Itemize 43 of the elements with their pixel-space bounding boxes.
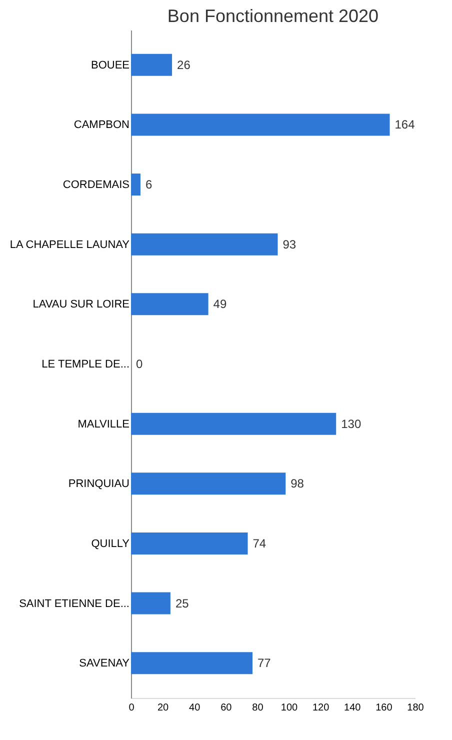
bar: [131, 114, 390, 136]
data-label: 77: [257, 656, 272, 670]
x-tick-label: 60: [220, 702, 232, 714]
data-label: 25: [175, 596, 190, 610]
data-label: 130: [341, 416, 362, 431]
data-label: 164: [394, 118, 416, 132]
y-tick-label: BOUEE: [90, 59, 130, 72]
bar: [131, 293, 208, 316]
y-tick-label: LAVAU SUR LOIRE: [32, 298, 130, 311]
data-label: 6: [145, 178, 152, 192]
bar: [131, 652, 252, 674]
bar: [131, 472, 286, 495]
bar: [131, 532, 248, 554]
y-tick-label: CORDEMAIS: [62, 179, 130, 192]
y-tick-label: MALVILLE: [78, 418, 130, 430]
bar: [131, 174, 140, 196]
x-tick-label: 120: [312, 702, 330, 714]
y-tick-label: SAVENAY: [79, 658, 130, 670]
x-tick-label: 0: [128, 702, 135, 714]
bar: [131, 412, 336, 435]
x-tick-label: 20: [157, 702, 170, 714]
x-tick-label: 140: [344, 702, 362, 714]
x-tick-label: 180: [407, 702, 424, 714]
data-label: 26: [177, 58, 191, 72]
data-label: 93: [282, 237, 296, 252]
x-tick-label: 40: [189, 702, 201, 714]
data-label: 0: [136, 357, 143, 371]
x-tick-label: 100: [280, 702, 298, 714]
y-tick-label: LE TEMPLE DE...: [42, 358, 130, 370]
data-label: 49: [213, 297, 227, 312]
bar: [131, 54, 172, 76]
data-label: 98: [290, 476, 304, 491]
data-label: 74: [252, 536, 266, 550]
y-tick-label: SAINT ETIENNE DE...: [19, 598, 130, 610]
x-tick-label: 160: [376, 702, 393, 714]
y-tick-label: LA CHAPELLE LAUNAY: [10, 238, 130, 251]
bar: [131, 592, 170, 614]
x-tick-label: 80: [252, 702, 264, 714]
y-tick-label: CAMPBON: [74, 119, 130, 132]
chart-title: Bon Fonctionnement 2020: [167, 6, 379, 26]
y-tick-label: QUILLY: [91, 538, 130, 550]
y-tick-label: PRINQUIAU: [68, 478, 130, 490]
bar: [131, 233, 278, 256]
